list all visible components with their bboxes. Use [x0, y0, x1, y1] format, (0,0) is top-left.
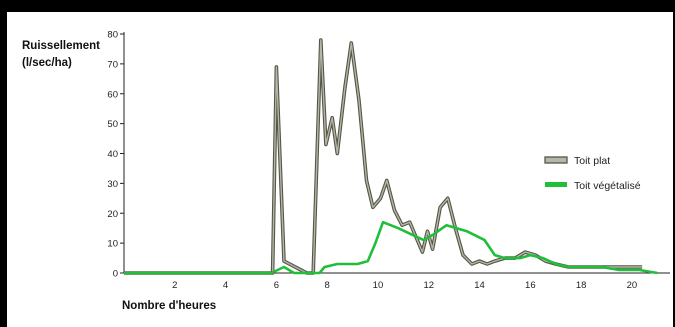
- y-tick-label-10: 10: [107, 239, 118, 250]
- x-axis-label: Nombre d'heures: [122, 300, 217, 312]
- ticks: 0 10 20 30 40 50 60 70 80 2 4 6 8 10 12 14 16 18 20: [107, 30, 637, 292]
- x-tick-label-18: 18: [576, 280, 587, 291]
- y-tick-label-80: 80: [107, 30, 118, 41]
- y-tick-label-0: 0: [113, 269, 118, 280]
- x-tick-label-16: 16: [525, 280, 536, 291]
- x-tick-label-14: 14: [474, 280, 485, 291]
- y-tick-label-60: 60: [107, 89, 118, 100]
- x-tick-label-2: 2: [172, 280, 177, 291]
- legend-label-toit-plat: Toit plat: [574, 155, 610, 167]
- y-axis-label: Ruissellement (l/sec/ha): [22, 38, 100, 72]
- series-lines: [124, 38, 658, 275]
- series-line-toit-vegetalise: [124, 220, 658, 275]
- y-tick-label-30: 30: [107, 179, 118, 190]
- legend-label-toit-vegetalise: Toit végétalisé: [574, 180, 641, 192]
- x-tick-label-12: 12: [423, 280, 434, 291]
- legend-swatch-toit-vegetalise: [545, 182, 567, 187]
- y-axis-label-line-2: (l/sec/ha): [22, 57, 72, 69]
- x-tick-label-10: 10: [373, 280, 384, 291]
- legend-swatch-toit-plat: [544, 156, 568, 164]
- axes: [123, 32, 670, 274]
- y-tick-label-70: 70: [107, 59, 118, 70]
- y-tick-label-20: 20: [107, 209, 118, 220]
- x-tick-label-8: 8: [325, 280, 330, 291]
- y-axis-label-line-1: Ruissellement: [22, 40, 100, 52]
- y-tick-label-50: 50: [107, 119, 118, 130]
- x-tick-label-6: 6: [274, 280, 279, 291]
- y-tick-label-40: 40: [107, 149, 118, 160]
- x-tick-label-4: 4: [223, 280, 228, 291]
- legend: Toit plat Toit végétalisé: [544, 155, 641, 192]
- x-tick-label-20: 20: [627, 280, 638, 291]
